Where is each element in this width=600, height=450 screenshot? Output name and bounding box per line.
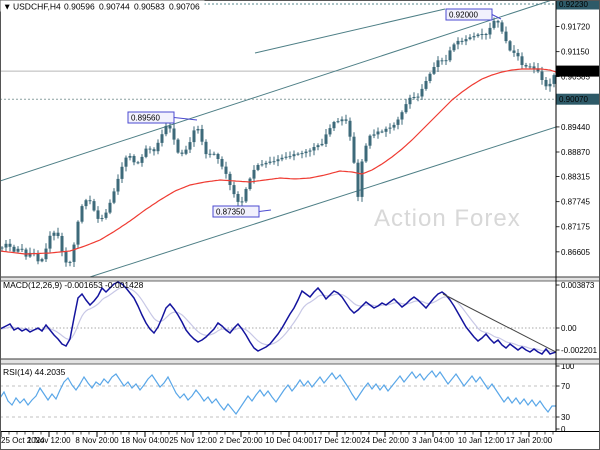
rsi-pane[interactable] xyxy=(0,370,556,418)
price-tick-label: 0.88870 xyxy=(561,148,590,157)
candlestick-series xyxy=(0,17,556,267)
macd-trendline[interactable] xyxy=(442,293,556,353)
bar-close-value: 0.90706 xyxy=(169,2,200,12)
rsi-axis-label: 0 xyxy=(561,425,566,434)
price-tick-label: 0.86605 xyxy=(561,248,590,257)
bar-low-value: 0.90583 xyxy=(134,2,165,12)
macd-signal-line xyxy=(0,286,556,353)
rsi-axis-label: 70 xyxy=(561,382,570,391)
time-tick-label: 3 Jan 04:00 xyxy=(412,436,454,445)
price-tick-label: 0.89440 xyxy=(561,123,590,132)
moving-average-line[interactable] xyxy=(0,68,556,255)
channel-trendline[interactable] xyxy=(89,126,556,277)
header-background xyxy=(0,0,205,12)
macd-indicator-title: MACD(12,26,9) -0.001653 -0.001428 xyxy=(3,280,144,290)
price-badge-label: 0.90070 xyxy=(559,95,588,104)
macd-axis-label: -0.002201 xyxy=(561,346,598,355)
macd-main-line xyxy=(0,281,556,355)
main-price-pane[interactable] xyxy=(0,0,556,277)
channel-trendline[interactable] xyxy=(0,0,553,182)
rsi-axis-label: 30 xyxy=(561,413,570,422)
watermark: Action Forex xyxy=(374,205,521,232)
price-badge-last: 0.90706 xyxy=(556,65,600,77)
main-pane-overlay: 0.92000 0.89560 0.87350 xyxy=(127,8,502,218)
rsi-indicator-title: RSI(14) 44.2035 xyxy=(3,367,66,377)
price-badge-level: 0.90070 xyxy=(556,93,600,105)
annotation-label: 0.89560 xyxy=(131,114,160,123)
time-tick-label: 24 Dec 20:00 xyxy=(361,436,409,445)
price-tick-label: 0.91150 xyxy=(561,48,590,57)
time-tick-label: 8 Nov 20:00 xyxy=(75,436,119,445)
rsi-line xyxy=(0,370,556,416)
price-tick-label: 0.91720 xyxy=(561,23,590,32)
price-tick-label: 0.90585 xyxy=(561,73,590,82)
time-tick-label: 2 Dec 20:00 xyxy=(219,436,263,445)
bar-open-value: 0.90596 xyxy=(64,2,95,12)
price-badge-label: 0.90706 xyxy=(559,67,588,76)
pane-splitter[interactable] xyxy=(0,359,600,364)
price-annotation[interactable]: 0.89560 xyxy=(127,111,198,124)
rsi-axis-label: 100 xyxy=(561,362,575,371)
time-tick-label: 25 Oct 2024 xyxy=(1,436,45,445)
price-tick-label: 0.87745 xyxy=(561,198,590,207)
macd-axis-label: 0.00 xyxy=(561,324,577,333)
symbol-dropdown-icon[interactable]: ▼ xyxy=(3,2,11,12)
time-tick-label: 1 Nov 12:00 xyxy=(27,436,71,445)
macd-axis-label: 0.003873 xyxy=(561,281,595,290)
price-tick-label: 0.88315 xyxy=(561,173,590,182)
symbol-title: USDCHF,H4 xyxy=(13,2,61,12)
price-tick-label: 0.87175 xyxy=(561,223,590,232)
time-tick-label: 25 Nov 12:00 xyxy=(169,436,217,445)
time-tick-label: 18 Nov 04:00 xyxy=(121,436,169,445)
channel-trendline[interactable] xyxy=(254,8,446,54)
annotation-label: 0.87350 xyxy=(216,208,245,217)
price-annotation[interactable]: 0.87350 xyxy=(212,205,272,218)
price-annotation[interactable]: 0.92000 xyxy=(445,8,502,21)
time-tick-label: 17 Dec 12:00 xyxy=(313,436,361,445)
time-tick-label: 17 Jan 20:00 xyxy=(506,436,553,445)
annotation-label: 0.92000 xyxy=(449,11,478,20)
time-tick-label: 10 Dec 04:00 xyxy=(265,436,313,445)
macd-pane[interactable] xyxy=(0,281,556,355)
price-badge-label: 0.92230 xyxy=(559,0,588,9)
time-tick-label: 10 Jan 12:00 xyxy=(458,436,505,445)
price-badge-level: 0.92230 xyxy=(556,0,600,10)
bar-high-value: 0.90744 xyxy=(99,2,130,12)
price-axis-column[interactable]: 0.917200.911500.905850.900200.894400.888… xyxy=(556,0,600,434)
